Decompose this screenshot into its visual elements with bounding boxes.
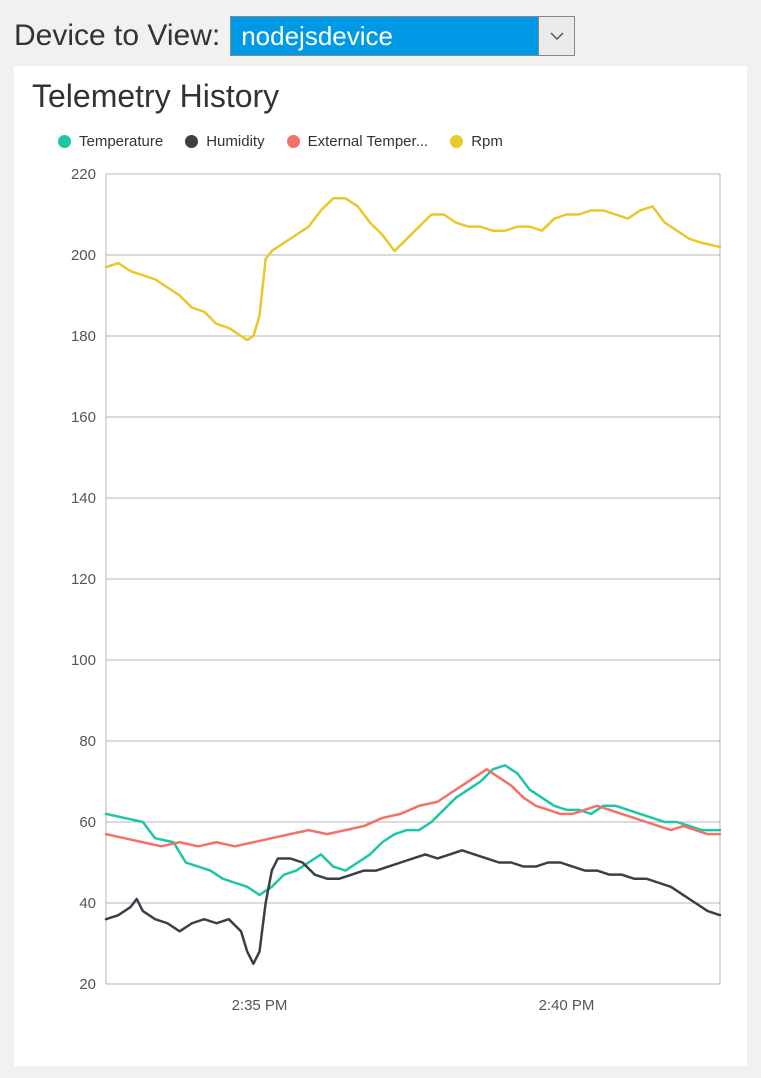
legend-item[interactable]: Rpm bbox=[450, 133, 503, 150]
legend-item[interactable]: Humidity bbox=[185, 133, 264, 150]
svg-text:140: 140 bbox=[71, 490, 96, 507]
svg-text:40: 40 bbox=[79, 895, 96, 912]
legend-item[interactable]: Temperature bbox=[58, 133, 163, 150]
telemetry-chart: 20 40 60 80 100 120 140 160 180 200 220 2:35 PM 2:40… bbox=[28, 164, 728, 1014]
svg-text:200: 200 bbox=[71, 247, 96, 264]
svg-text:180: 180 bbox=[71, 328, 96, 345]
svg-text:160: 160 bbox=[71, 409, 96, 426]
legend-color-dot bbox=[185, 135, 198, 148]
legend-color-dot bbox=[287, 135, 300, 148]
svg-text:20: 20 bbox=[79, 976, 96, 993]
svg-text:2:35 PM: 2:35 PM bbox=[232, 997, 288, 1014]
legend-color-dot bbox=[58, 135, 71, 148]
chart-legend: Temperature Humidity External Temper... Rpm bbox=[58, 133, 737, 150]
svg-text:220: 220 bbox=[71, 166, 96, 183]
legend-label: Temperature bbox=[79, 133, 163, 150]
legend-item[interactable]: External Temper... bbox=[287, 133, 429, 150]
chevron-down-icon bbox=[538, 17, 574, 55]
svg-text:80: 80 bbox=[79, 733, 96, 750]
legend-label: Humidity bbox=[206, 133, 264, 150]
svg-text:120: 120 bbox=[71, 571, 96, 588]
svg-text:60: 60 bbox=[79, 814, 96, 831]
legend-label: External Temper... bbox=[308, 133, 429, 150]
legend-label: Rpm bbox=[471, 133, 503, 150]
svg-text:100: 100 bbox=[71, 652, 96, 669]
telemetry-panel: Telemetry History Temperature Humidity Ext… bbox=[14, 66, 747, 1066]
device-to-view-label: Device to View: bbox=[14, 19, 220, 53]
device-select-value: nodejsdevice bbox=[231, 17, 538, 55]
panel-title: Telemetry History bbox=[32, 78, 737, 115]
legend-color-dot bbox=[450, 135, 463, 148]
svg-text:2:40 PM: 2:40 PM bbox=[539, 997, 595, 1014]
device-select[interactable]: nodejsdevice bbox=[230, 16, 575, 56]
